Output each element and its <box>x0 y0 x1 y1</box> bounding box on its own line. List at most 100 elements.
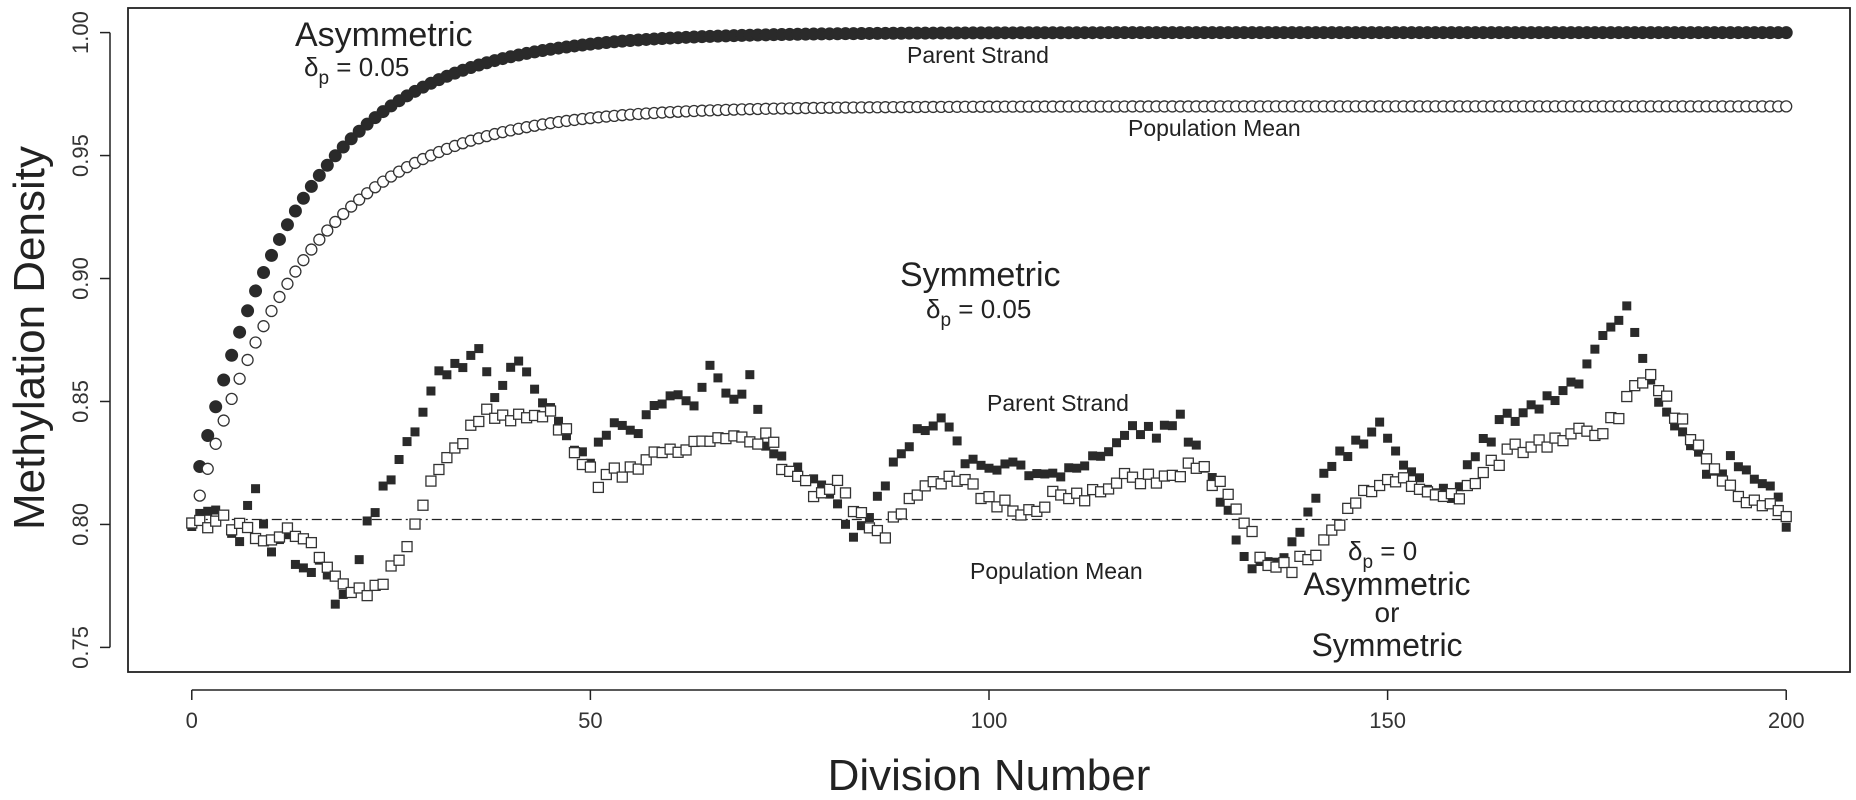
data-point <box>490 393 500 403</box>
y-tick-label: 0.80 <box>68 503 93 546</box>
data-point <box>1566 377 1576 387</box>
y-tick-label: 0.85 <box>68 380 93 423</box>
data-point <box>1764 498 1776 510</box>
data-point <box>1708 463 1721 475</box>
data-point <box>267 547 276 557</box>
data-point <box>1509 438 1521 450</box>
data-point <box>1254 551 1266 563</box>
data-point <box>1246 525 1258 538</box>
data-point <box>1056 472 1066 482</box>
data-point <box>841 519 850 529</box>
data-point <box>1717 469 1727 479</box>
data-point <box>538 398 548 408</box>
data-point <box>1391 446 1401 456</box>
data-point <box>1780 510 1792 523</box>
data-point <box>1104 447 1114 457</box>
data-point <box>1662 407 1672 417</box>
delta-symbol: δ <box>304 52 318 82</box>
data-point <box>1557 435 1569 447</box>
data-point <box>641 410 651 420</box>
annotation-asymmetric-parent: Parent Strand <box>907 42 1049 68</box>
data-point <box>600 468 612 481</box>
series-open-square <box>186 368 1792 602</box>
data-point <box>1541 441 1553 453</box>
data-point <box>1454 482 1464 492</box>
delta-subscript: p <box>1362 552 1373 573</box>
data-point <box>665 391 675 401</box>
data-point <box>809 474 819 484</box>
data-point <box>793 462 803 472</box>
data-point <box>1510 416 1520 426</box>
data-point <box>1286 566 1298 579</box>
data-point <box>336 140 350 154</box>
data-point <box>1174 471 1186 483</box>
data-point <box>1215 497 1225 507</box>
data-point <box>823 483 836 495</box>
data-point <box>1397 472 1410 484</box>
data-point <box>1686 441 1696 451</box>
data-point <box>1781 522 1791 532</box>
data-point <box>211 505 221 515</box>
data-point <box>370 508 380 518</box>
annotation-asymmetric-mean: Population Mean <box>1128 115 1301 141</box>
data-point <box>1278 556 1290 569</box>
data-point <box>209 400 223 414</box>
data-point <box>1494 415 1504 425</box>
data-point <box>1637 377 1649 389</box>
data-point <box>1343 452 1353 462</box>
data-point <box>362 516 372 526</box>
data-point <box>410 427 420 437</box>
data-point <box>1597 428 1609 440</box>
y-axis-title: Methylation Density <box>5 146 54 530</box>
data-point <box>904 442 914 452</box>
data-point <box>257 320 270 333</box>
data-point <box>544 405 557 417</box>
data-point <box>729 394 739 404</box>
data-point <box>1525 441 1537 453</box>
data-point <box>1630 327 1640 337</box>
data-point <box>1694 447 1704 457</box>
data-point <box>991 501 1003 513</box>
data-point <box>265 248 278 262</box>
data-point <box>296 191 310 205</box>
data-point <box>1112 438 1122 448</box>
data-point <box>616 471 628 483</box>
data-point <box>608 462 620 474</box>
data-point <box>441 451 453 464</box>
data-point <box>1574 379 1584 389</box>
data-point <box>1518 408 1528 418</box>
data-point <box>705 360 715 370</box>
data-point <box>817 480 827 490</box>
data-point <box>458 363 468 373</box>
delta-subscript: p <box>318 68 329 89</box>
data-point <box>833 499 843 509</box>
data-point <box>584 461 597 473</box>
data-point <box>1134 478 1147 490</box>
data-point <box>1151 433 1161 443</box>
data-point <box>1335 446 1345 456</box>
data-point <box>1287 537 1297 547</box>
data-point <box>273 290 286 304</box>
data-point <box>1582 359 1592 369</box>
data-point <box>1772 504 1784 517</box>
data-point <box>935 478 947 490</box>
data-point <box>920 426 930 436</box>
data-point <box>434 366 444 376</box>
data-point <box>1654 397 1664 407</box>
data-point <box>593 437 603 447</box>
data-point <box>1319 468 1329 478</box>
data-point <box>1327 461 1337 471</box>
data-point <box>305 243 318 256</box>
data-point <box>657 399 667 409</box>
data-point <box>1142 468 1155 480</box>
x-tick-label: 150 <box>1369 708 1406 733</box>
data-point <box>210 515 222 527</box>
data-point <box>344 132 358 146</box>
data-point <box>280 218 294 232</box>
y-tick-label: 0.75 <box>68 626 93 669</box>
data-point <box>1366 485 1378 498</box>
data-point <box>560 423 573 435</box>
data-point <box>1678 427 1688 437</box>
data-point <box>745 370 755 380</box>
data-point <box>1159 420 1169 430</box>
